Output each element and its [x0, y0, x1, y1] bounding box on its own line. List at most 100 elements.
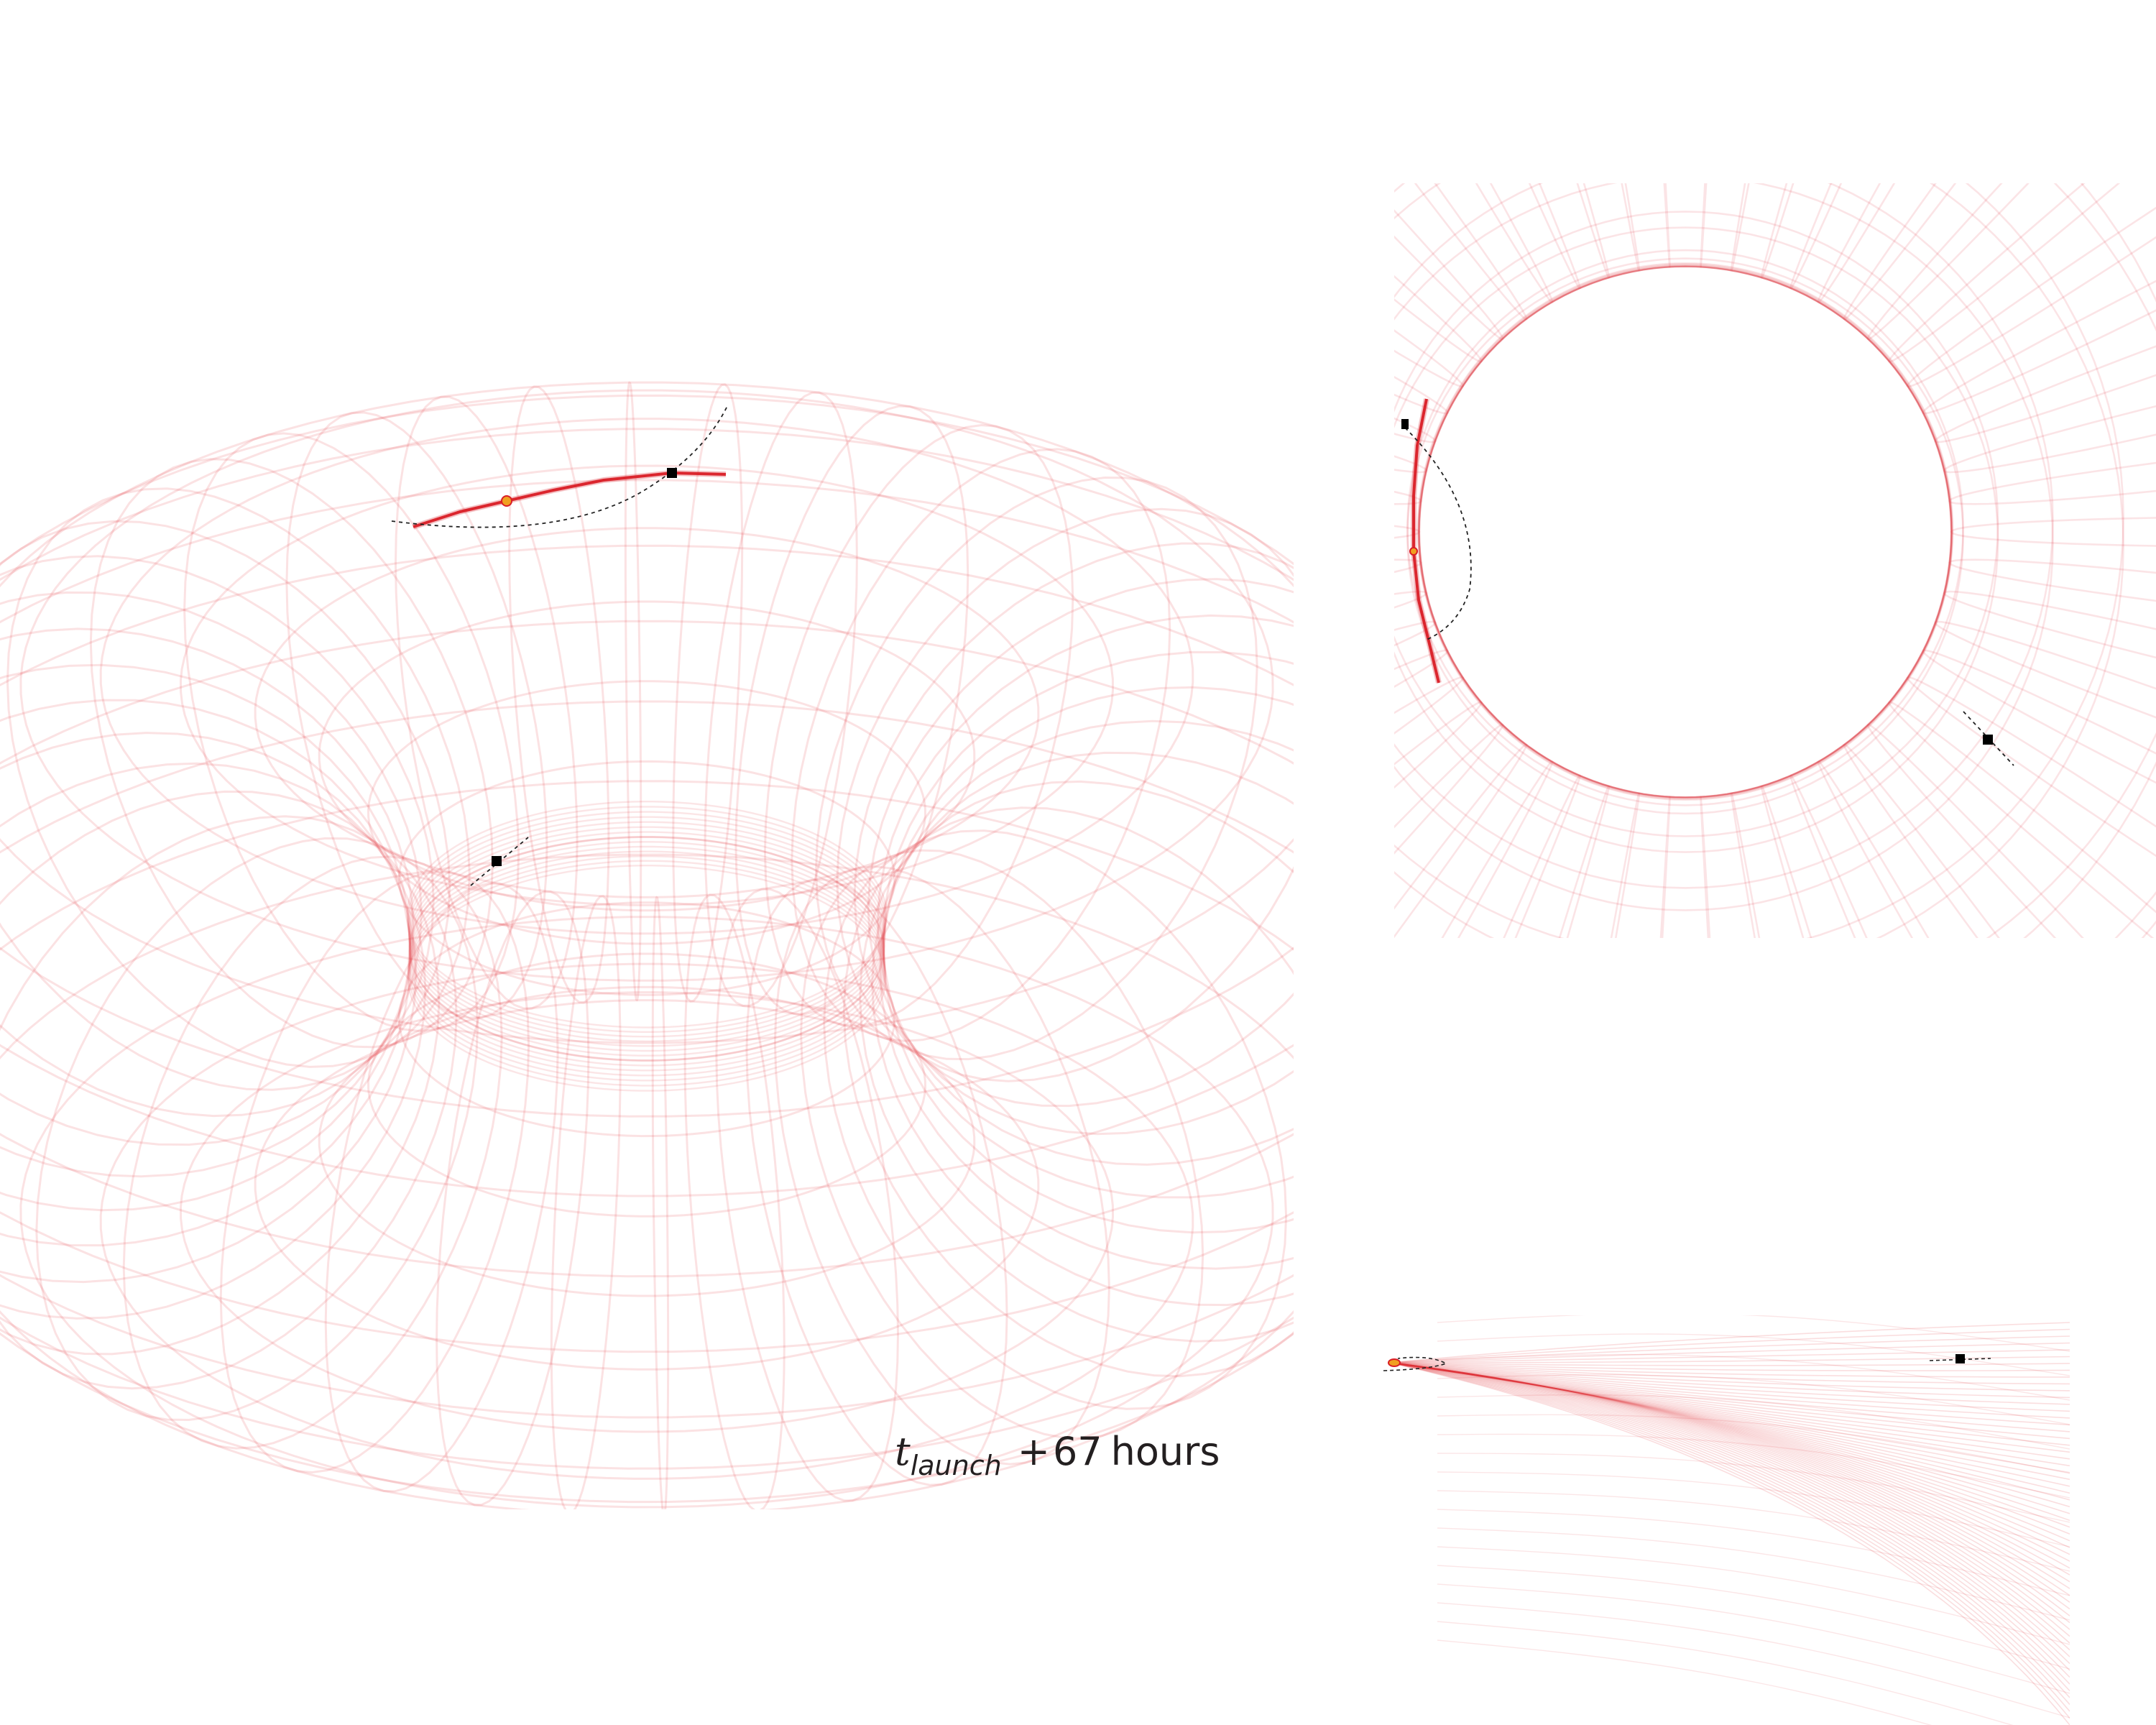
mesh-meridian: [1922, 280, 2156, 415]
mesh-parallel: [367, 952, 926, 1218]
mesh-meridian: [1503, 774, 1581, 938]
mesh-meridian: [1394, 525, 1421, 539]
edge-mesh-line: [1390, 1362, 2070, 1473]
edge-mesh-line: [1390, 1362, 2070, 1460]
mesh-inner-edge: [1418, 264, 1953, 799]
top-satellite-marker: [1401, 419, 1409, 429]
mesh-meridian: [1888, 183, 2121, 363]
mesh-meridian: [1394, 558, 1422, 574]
mesh-meridian: [773, 865, 1110, 1466]
top-satellite-marker: [1983, 735, 1993, 745]
mesh-meridian: [1621, 183, 1641, 272]
mesh-inner-edge: [407, 806, 887, 1034]
mesh-parallel: [254, 999, 1040, 1371]
mesh-meridian: [1934, 345, 2156, 443]
edge-mesh-arc: [1437, 1374, 2070, 1425]
edge-mesh-arc: [1437, 1621, 2014, 1725]
mesh-parallel: [397, 760, 896, 996]
mesh-meridian: [1394, 590, 1428, 609]
edge-mesh-line: [1390, 1362, 2070, 1589]
edge-orbit-path: [1383, 1356, 1447, 1371]
panel-top-view: [842, 0, 2156, 1370]
edge-mesh-line: [1390, 1362, 2070, 1481]
mesh-meridian: [1659, 796, 1671, 938]
edge-mesh-line: [1390, 1362, 2070, 1685]
edge-mesh-line: [1390, 1362, 2070, 1665]
edge-mesh-line: [1390, 1362, 2070, 1392]
mesh-meridian: [0, 699, 412, 1247]
edge-mesh-arc: [1437, 1453, 2070, 1523]
mesh-meridian: [1730, 792, 1761, 938]
edge-mesh-line: [1390, 1362, 2070, 1692]
edge-mesh-line: [1390, 1362, 2070, 1399]
mesh-meridian: [1943, 405, 2156, 474]
edge-satellite-marker: [1955, 1354, 1965, 1363]
mesh-parallel: [397, 901, 896, 1138]
mesh-meridian: [651, 896, 670, 1509]
edge-mesh-line: [1390, 1362, 2070, 1419]
mesh-meridian: [1888, 701, 2156, 938]
panel-main-view: [0, 381, 1294, 1509]
mesh-parallel: [932, 0, 2156, 1274]
edge-mesh-line: [1390, 1362, 2070, 1725]
edge-observer-marker: [1388, 1358, 1401, 1367]
mesh-inner-edge: [1417, 265, 1953, 801]
edge-mesh-line: [1390, 1362, 2070, 1453]
main-observer-marker: [501, 495, 512, 507]
mesh-meridian: [1934, 620, 2156, 719]
time-label-value: 67: [1053, 1429, 1102, 1474]
mesh-inner-edge: [408, 845, 885, 1072]
mesh-meridian: [815, 477, 1258, 1061]
mesh-meridian: [1866, 183, 2030, 341]
edge-mesh-line: [1390, 1362, 2070, 1385]
edge-mesh-line: [1390, 1322, 2070, 1363]
mesh-meridian: [1394, 455, 1428, 474]
edge-mesh-arc: [1437, 1333, 2070, 1376]
mesh-inner-edge: [408, 836, 885, 1062]
mesh-parallel: [842, 0, 2156, 1370]
mesh-parallel: [1394, 183, 2124, 938]
mesh-parallel: [1003, 0, 2156, 1201]
mesh-meridian: [1948, 558, 2156, 602]
main-satellite-marker: [667, 468, 677, 478]
edge-mesh-line: [1390, 1362, 2070, 1522]
mesh-meridian: [508, 385, 610, 1004]
edge-mesh-line: [1390, 1362, 2070, 1508]
mesh-meridian: [672, 383, 744, 1003]
mesh-parallel: [0, 544, 1294, 1353]
edge-mesh-arc: [1437, 1414, 2070, 1474]
edge-mesh-arc: [1437, 1583, 2070, 1694]
mesh-meridian: [1700, 183, 1708, 268]
mesh-inner-edge: [1418, 264, 1953, 799]
mesh-meridian: [1414, 183, 1528, 321]
edge-mesh-arc: [1437, 1546, 2070, 1645]
mesh-meridian: [1475, 183, 1554, 303]
edge-mesh-line: [1390, 1362, 2070, 1603]
mesh-parallel: [1394, 183, 2054, 889]
edge-mesh-line: [1390, 1362, 2070, 1651]
mesh-parallel: [1986, 183, 2156, 938]
mesh-meridian: [1610, 792, 1641, 938]
mesh-meridian: [683, 893, 786, 1509]
edge-mesh-arc: [1437, 1471, 2070, 1547]
mesh-parallel: [1394, 183, 2124, 938]
mesh-meridian: [1866, 723, 2084, 938]
mesh-parallel: [1406, 257, 1964, 815]
mesh-meridian: [285, 411, 548, 1019]
mesh-inner-edge: [1417, 262, 1953, 799]
mesh-inner-edge: [408, 850, 885, 1077]
edge-mesh-line: [1390, 1362, 2070, 1719]
mesh-meridian: [859, 780, 1294, 1343]
mesh-inner-edge: [407, 816, 886, 1043]
mesh-meridian: [1950, 517, 2156, 547]
mesh-meridian: [1922, 649, 2156, 784]
mesh-inner-edge: [1417, 263, 1953, 799]
mesh-meridian: [0, 627, 415, 1178]
mesh-parallel: [1394, 211, 1999, 837]
mesh-inner-edge: [407, 860, 886, 1087]
mesh-meridian: [324, 882, 559, 1493]
mesh-parallel: [180, 464, 1114, 906]
mesh-meridian: [35, 837, 479, 1421]
mesh-meridian: [1394, 676, 1465, 735]
